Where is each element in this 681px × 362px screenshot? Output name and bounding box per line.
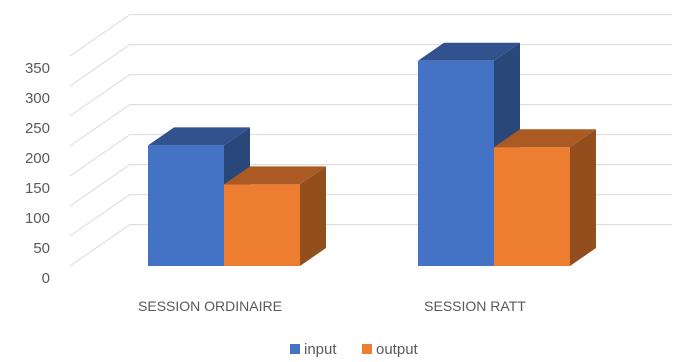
x-axis-categories: SESSION ORDINAIRE SESSION RATT: [138, 298, 526, 314]
gridline: [69, 44, 672, 87]
legend-swatch-output: [362, 344, 372, 354]
gridline: [69, 14, 672, 57]
bar-top: [148, 127, 250, 146]
category-label: SESSION RATT: [424, 298, 526, 314]
bar-front: [224, 184, 300, 266]
y-tick-label: 150: [25, 180, 50, 197]
legend-label-output: output: [376, 341, 419, 358]
bars: [148, 42, 596, 267]
bar-input-1: [418, 42, 520, 266]
y-tick-label: 250: [25, 120, 50, 137]
bar-front: [418, 60, 494, 266]
legend: input output: [290, 341, 419, 358]
bar-output-0: [224, 166, 326, 266]
bar-output-1: [494, 129, 596, 266]
gridline: [69, 74, 672, 117]
bar-top: [494, 129, 596, 148]
bar-side: [300, 166, 326, 266]
bar-top: [224, 166, 326, 185]
bar-side: [570, 129, 596, 266]
legend-label-input: input: [304, 341, 337, 358]
y-tick-label: 350: [25, 60, 50, 77]
category-label: SESSION ORDINAIRE: [138, 298, 282, 314]
y-tick-label: 0: [42, 270, 50, 287]
y-tick-label: 300: [25, 90, 50, 107]
bar-input-0: [148, 127, 250, 267]
y-axis-ticks: 0 50 100 150 200 250 300 350: [25, 60, 50, 287]
bar-front: [494, 147, 570, 266]
bar-front: [148, 145, 224, 266]
gridlines: [69, 14, 672, 267]
y-tick-label: 100: [25, 210, 50, 227]
y-tick-label: 200: [25, 150, 50, 167]
bar-top: [418, 42, 520, 61]
legend-swatch-input: [290, 344, 300, 354]
y-tick-label: 50: [33, 240, 50, 257]
